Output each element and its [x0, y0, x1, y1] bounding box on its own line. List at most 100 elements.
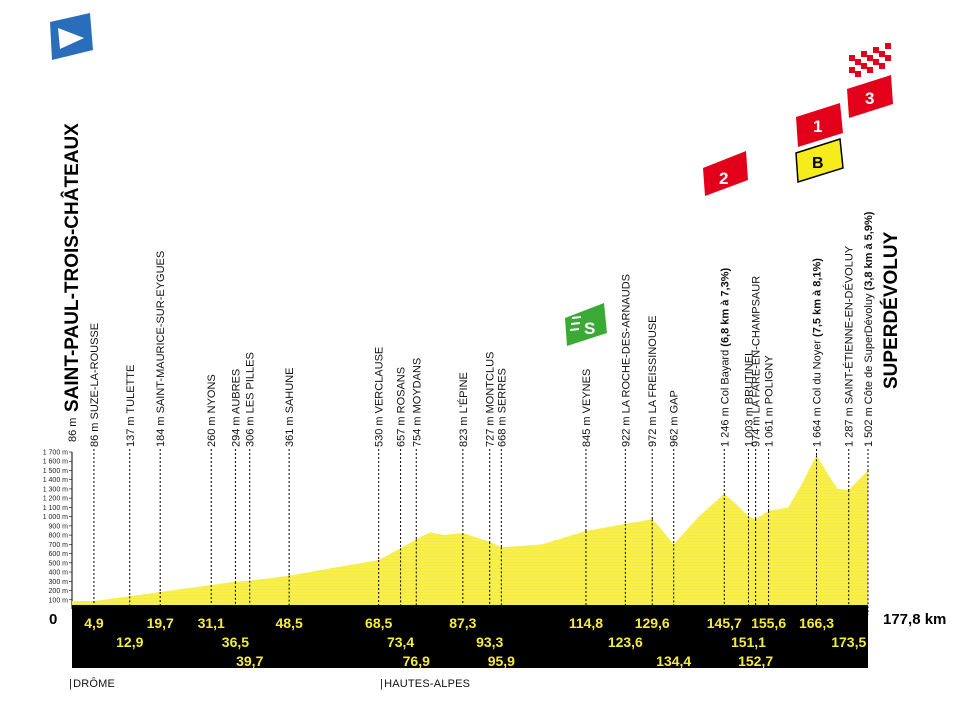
start-town-name: SAINT-PAUL-TROIS-CHÂTEAUX [61, 123, 83, 412]
checker-square [867, 55, 873, 61]
km-label: 4,9 [84, 615, 104, 631]
km-label: 129,6 [635, 615, 670, 631]
y-tick-label: 700 m [49, 542, 69, 549]
km-label: 19,7 [147, 615, 174, 631]
waypoint-label: 845 m VEYNES [581, 369, 593, 447]
y-tick-label: 1 200 m [43, 496, 68, 503]
waypoint-label: 306 m LES PILLES [245, 352, 257, 447]
y-tick-label: 500 m [49, 560, 69, 567]
y-tick-label: 600 m [49, 551, 69, 558]
km-label: 134,4 [656, 653, 691, 669]
y-tick-label: 300 m [49, 579, 69, 586]
waypoint-label: 294 m AUBRES [230, 369, 242, 447]
km-band [72, 609, 868, 668]
km-label: 36,5 [222, 634, 249, 650]
checker-square [867, 67, 873, 73]
checker-square [885, 43, 891, 49]
km-label: 68,5 [365, 615, 392, 631]
y-tick-label: 1 300 m [43, 486, 68, 493]
waypoint-label: 754 m MOYDANS [411, 358, 423, 447]
waypoint-label: 1 061 m POLIGNY [764, 355, 776, 447]
category-2-label: 2 [719, 169, 728, 188]
checker-square [861, 51, 867, 57]
total-distance: 177,8 km [883, 611, 947, 628]
km-label: 76,9 [403, 653, 430, 669]
km-band-top-strip [72, 605, 868, 609]
checker-square [861, 63, 867, 69]
km-label: 12,9 [116, 634, 143, 650]
km-label: 48,5 [276, 615, 303, 631]
waypoint-label: 184 m SAINT-MAURICE-SUR-EYGUES [155, 251, 167, 447]
y-tick-label: 100 m [49, 597, 69, 604]
checker-square [849, 73, 855, 79]
waypoint-label: 962 m GAP [669, 390, 681, 447]
km-label: 39,7 [236, 653, 263, 669]
waypoint-label: 974 m LA FARE-EN-CHAMPSAUR [751, 276, 763, 447]
checker-square [885, 55, 891, 61]
waypoint-label: 727 m MONTCLUS [485, 352, 497, 447]
waypoint-label: 86 m SUZE-LA-ROUSSE [89, 323, 101, 447]
waypoint-label: 1 246 m Col Bayard (6,8 km à 7,3%) [719, 268, 731, 447]
km-label: 145,7 [707, 615, 742, 631]
km-label: 87,3 [449, 615, 476, 631]
checker-square [873, 47, 879, 53]
category-3-label: 3 [865, 89, 874, 108]
checker-square [849, 55, 855, 61]
checker-square [849, 67, 855, 73]
y-tick-label: 400 m [49, 570, 69, 577]
km-label: 173,5 [831, 634, 866, 650]
y-tick-label: 800 m [49, 533, 69, 540]
waypoint-label: 1 287 m SAINT-ÉTIENNE-EN-DÉVOLUY [843, 245, 856, 447]
checker-square [873, 59, 879, 65]
waypoint-label: 668 m SERRES [496, 368, 508, 447]
checker-square [885, 49, 891, 55]
y-tick-label: 1 000 m [43, 514, 68, 521]
km-label: 114,8 [569, 615, 603, 631]
waypoint-label: 530 m VERCLAUSE [374, 347, 386, 447]
checker-square [879, 63, 885, 69]
waypoint-label-detail: (3,8 km à 5,9%) [863, 211, 875, 290]
waypoint-label: 823 m L'ÉPINE [457, 372, 470, 447]
checker-square [855, 71, 861, 77]
start-flag-icon [50, 13, 93, 60]
km-label: 93,3 [476, 634, 503, 650]
waypoint-label: 137 m TULETTE [125, 365, 137, 447]
category-1-climb-badge: 1 [796, 103, 843, 147]
km-label: 151,1 [731, 634, 766, 650]
category-3-climb-badge: 3 [847, 75, 893, 118]
checker-square [867, 61, 873, 67]
waypoint-label: 972 m LA FREISSINOUSE [647, 316, 659, 447]
y-tick-label: 1 400 m [43, 477, 68, 484]
waypoint-label: 657 m ROSANS [396, 367, 408, 447]
km-label: 31,1 [198, 615, 225, 631]
checker-square [855, 59, 861, 65]
start-altitude: 86 m [67, 418, 79, 442]
checker-square [867, 49, 873, 55]
checker-square [855, 65, 861, 71]
elevation-area [72, 455, 868, 606]
km-label: 152,7 [738, 653, 773, 669]
checker-square [885, 61, 891, 67]
checker-square [879, 45, 885, 51]
km-label: 73,4 [387, 634, 414, 650]
checker-square [855, 53, 861, 59]
waypoint-label: 260 m NYONS [206, 374, 218, 447]
sprint-badge-letter: S [584, 319, 595, 338]
km-label: 95,9 [488, 653, 515, 669]
y-tick-label: 900 m [49, 523, 69, 530]
waypoint-markers [93, 449, 869, 615]
waypoint-label: 1 502 m Côte de SuperDévoluy (3,8 km à 5… [863, 211, 875, 447]
checker-square [873, 53, 879, 59]
bonus-badge-letter: B [812, 155, 824, 172]
category-1-label: 1 [813, 117, 822, 136]
sprint-badge-icon: S [565, 303, 607, 346]
bonus-badge: B [795, 138, 844, 183]
department-drome: DRÔME [69, 678, 115, 690]
waypoint-label: 361 m SAHUNE [284, 368, 296, 447]
checker-square [861, 69, 867, 75]
start-km: 0 [49, 611, 58, 628]
waypoint-label: 922 m LA ROCHE-DES-ARNAUDS [620, 274, 632, 447]
y-tick-label: 1 600 m [43, 459, 68, 466]
checker-square [879, 57, 885, 63]
